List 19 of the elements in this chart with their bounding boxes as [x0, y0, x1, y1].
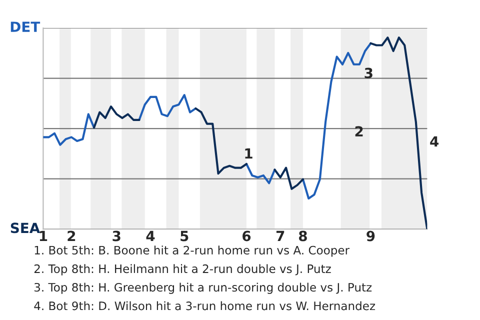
text: 4	[430, 136, 439, 146]
x-tick-label: 3	[112, 230, 120, 242]
text: 2. Top 8th: H. Heilmann hit a 2-run double vs J. Putz	[34, 264, 331, 276]
text: 4. Bot 9th: D. Wilson hit a 3-run home run vs W. Hernandez	[34, 301, 376, 310]
x-tick-label: 7	[276, 230, 284, 242]
x-tick-label: 4	[146, 230, 155, 242]
x-tick-label: 8	[298, 230, 307, 242]
annotation: 2	[355, 126, 363, 136]
x-tick-label: 1	[40, 230, 48, 242]
text: SEA	[10, 222, 40, 234]
x-tick-label: 5	[180, 230, 188, 242]
text: 3. Top 8th: H. Greenberg hit a run-scoring double vs J. Putz	[34, 282, 372, 294]
x-tick-label: 9	[366, 230, 375, 242]
text: 1. Bot 5th: B. Boone hit a 2-run home run vs A. Cooper	[34, 246, 350, 257]
x-tick-label: 6	[242, 230, 251, 242]
annotation: 3	[364, 68, 372, 78]
text: DET	[10, 22, 40, 32]
x-tick-label: 2	[68, 230, 76, 242]
annotation: 1	[245, 148, 252, 159]
